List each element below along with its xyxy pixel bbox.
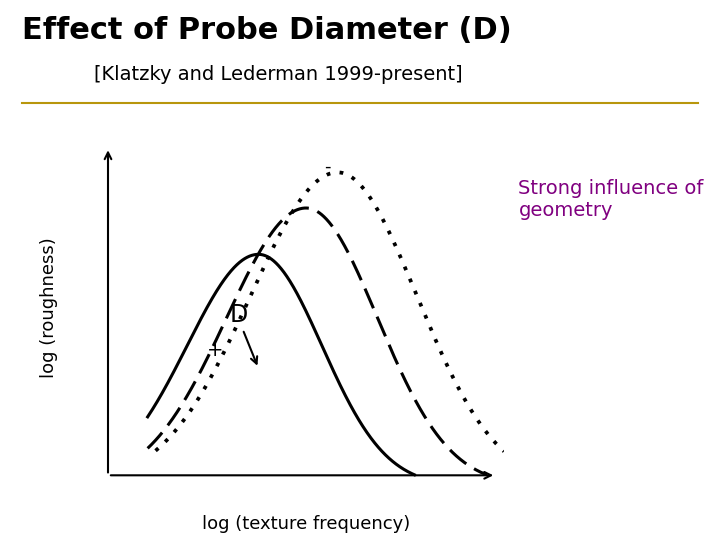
Text: D: D	[230, 303, 248, 327]
Text: Effect of Probe Diameter (D): Effect of Probe Diameter (D)	[22, 16, 511, 45]
Text: [Klatzky and Lederman 1999-present]: [Klatzky and Lederman 1999-present]	[94, 65, 462, 84]
Text: log (roughness): log (roughness)	[40, 238, 58, 378]
Text: +: +	[207, 341, 223, 360]
Text: Strong influence of
geometry: Strong influence of geometry	[518, 179, 703, 220]
Text: -: -	[325, 158, 331, 176]
Text: log (texture frequency): log (texture frequency)	[202, 515, 410, 532]
